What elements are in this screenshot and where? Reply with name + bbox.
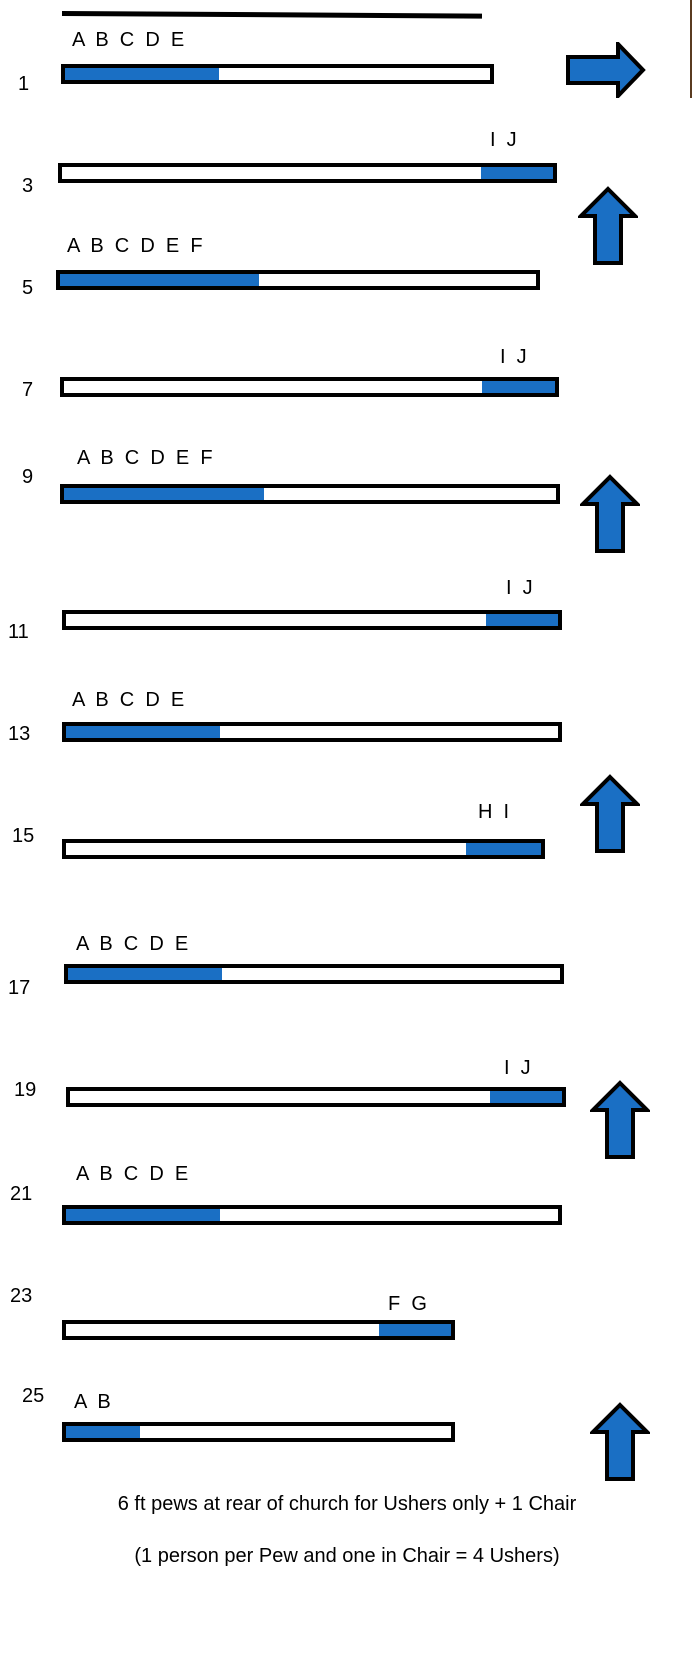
footer-note-line-2: (1 person per Pew and one in Chair = 4 U… [134,1545,560,1567]
row-19-seat-labels: I J [504,1057,531,1079]
row-9-seat-labels: A B C D E F [77,447,213,469]
row-23-pew [62,1320,455,1340]
row-3-number: 3 [22,175,34,197]
row-9-pew [60,484,560,504]
row-7-pew [60,377,559,397]
row-5-number: 5 [22,277,34,299]
row-25-number: 25 [22,1385,45,1407]
row-1-number: 1 [18,73,30,95]
row-15-pew [62,839,545,859]
row-19-number: 19 [14,1079,37,1101]
row-13-seat-labels: A B C D E [72,689,185,711]
up-arrow-icon [580,474,640,553]
row-15-number: 15 [12,825,35,847]
row-7-seat-labels: I J [500,346,527,368]
up-arrow-icon [578,186,638,265]
row-15-occupied-seats [466,843,541,855]
right-edge-line [690,0,692,98]
row-21-occupied-seats [66,1209,220,1221]
row-23-occupied-seats [379,1324,451,1336]
row-11-pew [62,610,562,630]
row-3-seat-labels: I J [490,129,517,151]
row-1-pew [61,64,494,84]
row-5-occupied-seats [60,274,259,286]
row-21-pew [62,1205,562,1225]
row-21-seat-labels: A B C D E [76,1163,189,1185]
row-23-number: 23 [10,1285,33,1307]
row-11-occupied-seats [486,614,558,626]
row-17-number: 17 [8,977,31,999]
top-divider-line [61,11,483,19]
row-7-number: 7 [22,379,34,401]
row-17-pew [64,964,564,984]
up-arrow-icon [590,1402,650,1481]
row-25-pew [62,1422,455,1442]
row-25-seat-labels: A B [74,1391,111,1413]
row-5-pew [56,270,540,290]
row-17-seat-labels: A B C D E [76,933,189,955]
row-3-pew [58,163,557,183]
row-25-occupied-seats [66,1426,140,1438]
row-13-pew [62,722,562,742]
row-15-seat-labels: H I [478,801,510,823]
up-arrow-icon [590,1080,650,1159]
row-17-occupied-seats [68,968,222,980]
row-13-number: 13 [8,723,31,745]
row-11-seat-labels: I J [506,577,533,599]
row-5-seat-labels: A B C D E F [67,235,203,257]
footer-note-line-1: 6 ft pews at rear of church for Ushers o… [117,1493,577,1515]
row-1-occupied-seats [65,68,219,80]
row-11-number: 11 [8,621,29,643]
row-19-occupied-seats [490,1091,562,1103]
row-7-occupied-seats [482,381,555,393]
row-3-occupied-seats [481,167,553,179]
row-19-pew [66,1087,566,1107]
right-arrow-icon [566,42,646,98]
row-1-seat-labels: A B C D E [72,29,185,51]
row-21-number: 21 [10,1183,33,1205]
row-9-occupied-seats [64,488,264,500]
up-arrow-icon [580,774,640,853]
row-13-occupied-seats [66,726,220,738]
row-9-number: 9 [22,466,34,488]
row-23-seat-labels: F G [388,1293,427,1315]
